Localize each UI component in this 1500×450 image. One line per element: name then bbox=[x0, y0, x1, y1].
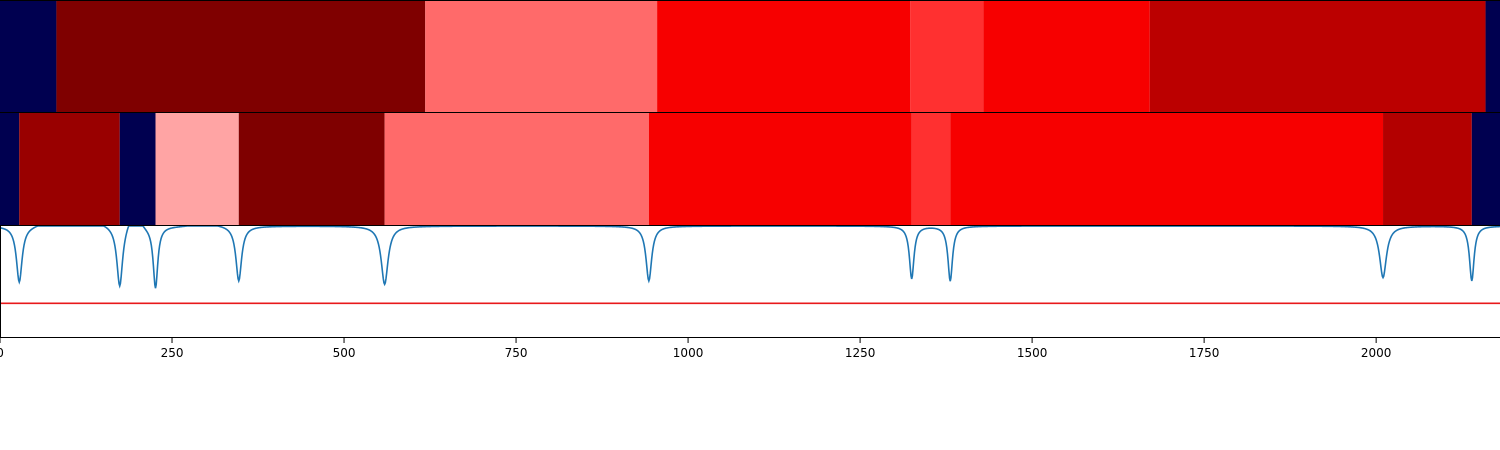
curve-panel bbox=[0, 0, 1500, 338]
x-tick-label: 0 bbox=[0, 346, 4, 360]
segment-bar bbox=[19, 113, 120, 225]
x-tick-label: 250 bbox=[161, 346, 184, 360]
segment-bar bbox=[1149, 0, 1486, 112]
segment-bar bbox=[1383, 113, 1472, 225]
segment-bar bbox=[950, 113, 1384, 225]
segment-bar bbox=[648, 113, 912, 225]
segment-bar bbox=[425, 0, 658, 112]
x-tick-label: 1250 bbox=[845, 346, 876, 360]
segment-bar bbox=[155, 113, 239, 225]
x-tick-label: 1000 bbox=[673, 346, 704, 360]
x-tick-label: 500 bbox=[333, 346, 356, 360]
x-tick-label: 750 bbox=[505, 346, 528, 360]
segment-bar bbox=[983, 0, 1150, 112]
segment-bar bbox=[910, 0, 984, 112]
segment-bar bbox=[384, 113, 649, 225]
x-tick-label: 2000 bbox=[1361, 346, 1392, 360]
x-axis: 0 250 500 750 1000 1250 1500 1750 2000 bbox=[0, 338, 1391, 360]
segment-bar bbox=[0, 0, 57, 112]
segment-row bbox=[0, 0, 1500, 112]
x-tick-label: 1500 bbox=[1017, 346, 1048, 360]
segment-bar bbox=[657, 0, 911, 112]
segment-bar bbox=[1485, 0, 1500, 112]
segment-bar bbox=[0, 113, 20, 225]
segment-rows bbox=[0, 0, 1500, 225]
segment-bar bbox=[238, 113, 385, 225]
segment-row bbox=[0, 113, 1500, 225]
series-line bbox=[0, 225, 1500, 289]
segment-bar bbox=[119, 113, 156, 225]
segment-bar bbox=[1471, 113, 1500, 225]
segment-bar bbox=[56, 0, 426, 112]
x-tick-label: 1750 bbox=[1189, 346, 1220, 360]
segment-bar bbox=[911, 113, 951, 225]
